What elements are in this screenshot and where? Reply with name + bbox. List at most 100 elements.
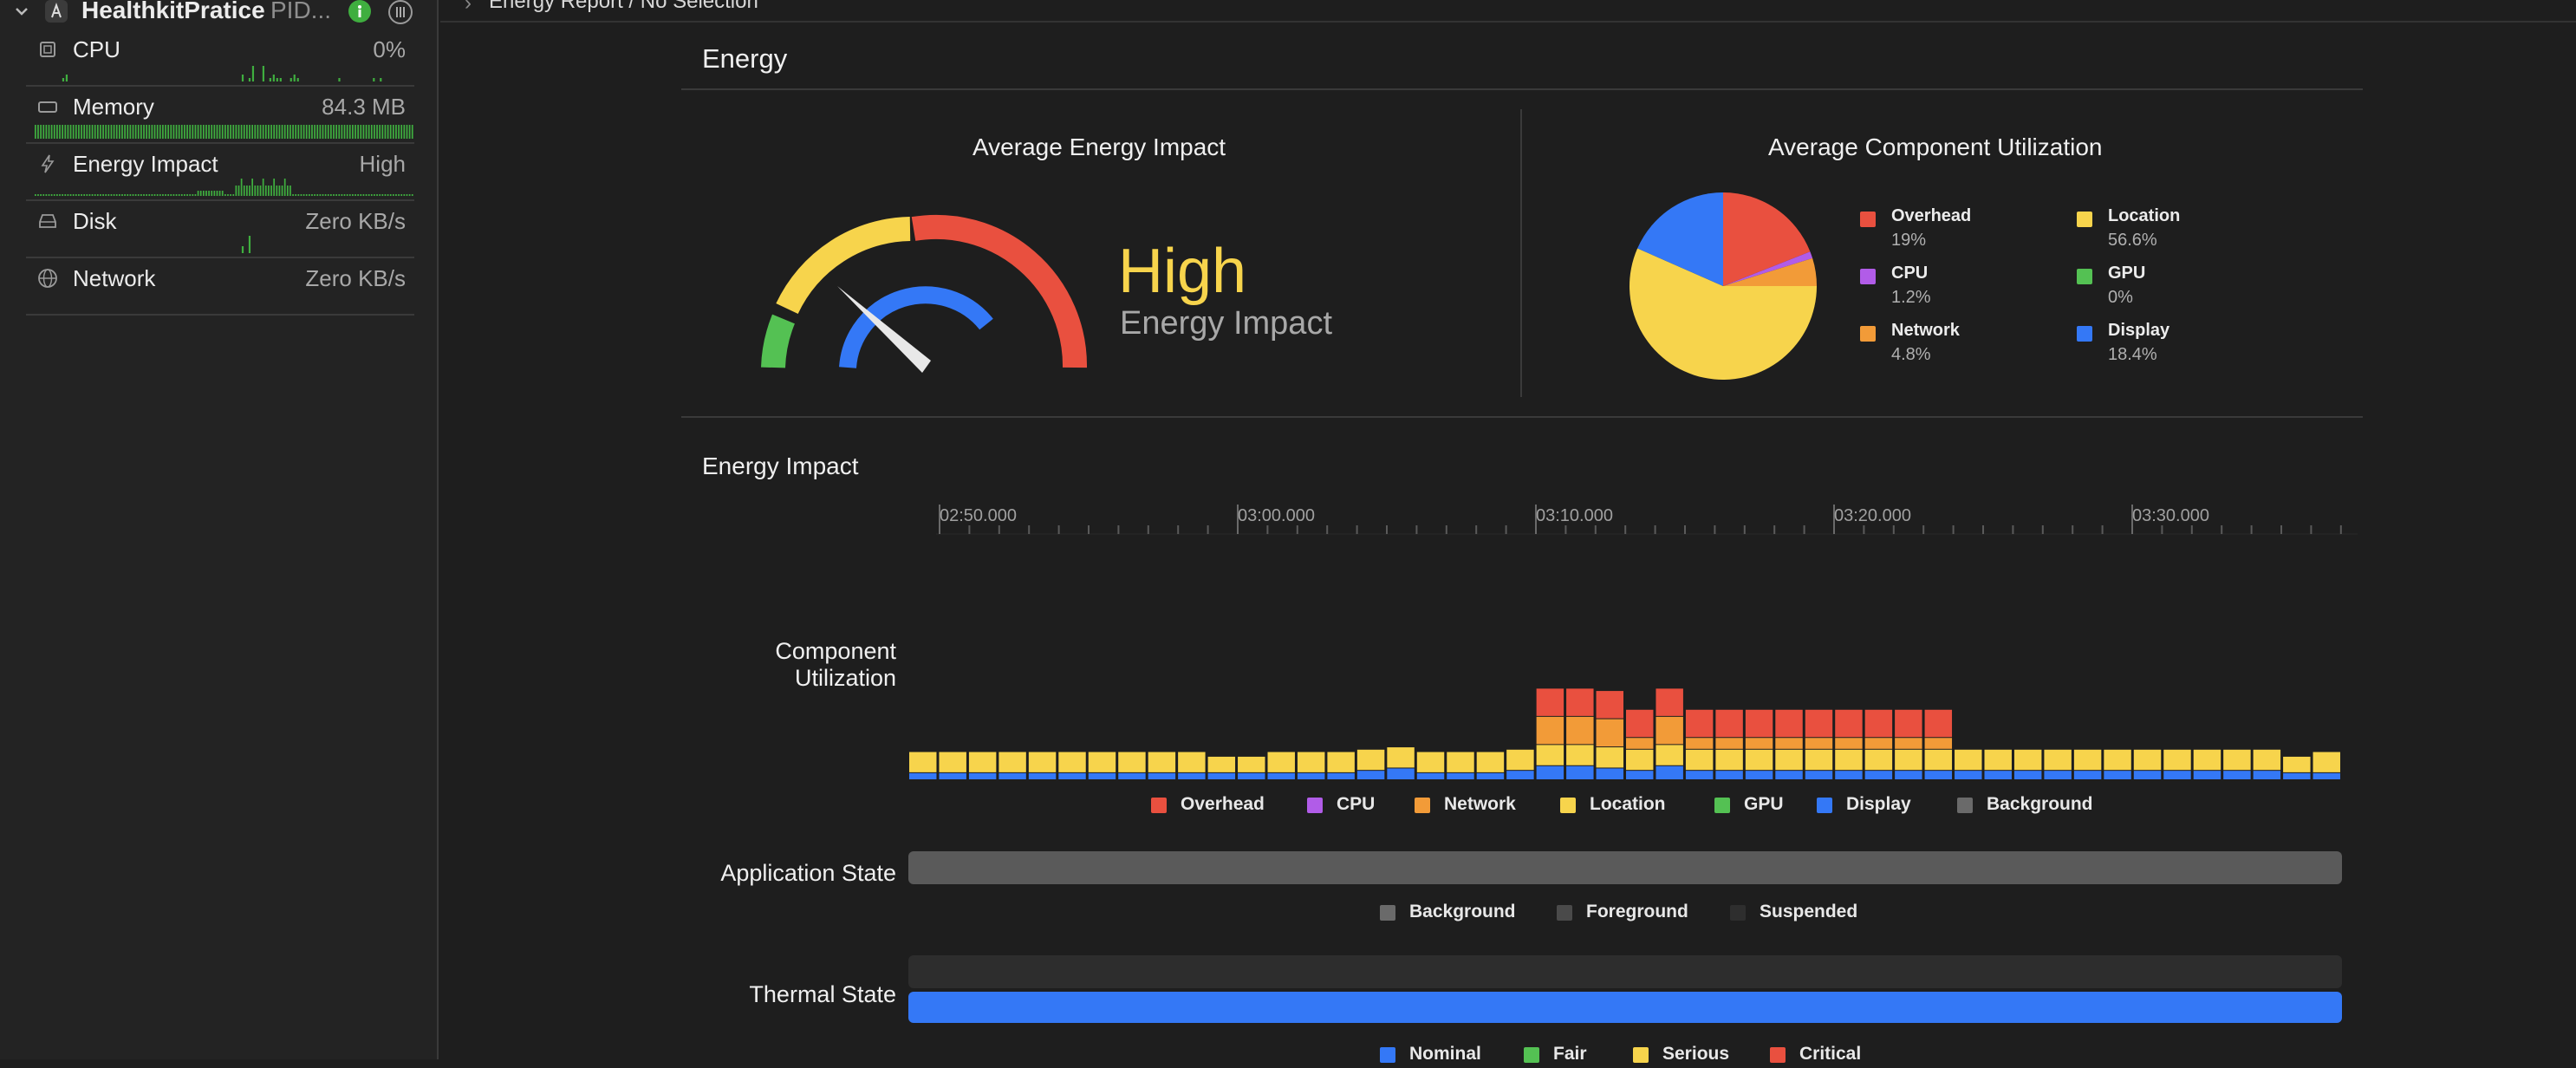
bar-location	[1148, 752, 1176, 772]
gauge-label: Disk	[73, 208, 117, 234]
gauge-network[interactable]: Network Zero KB/s	[26, 257, 414, 316]
bar-overhead	[1924, 709, 1953, 738]
legend-swatch	[1557, 905, 1572, 921]
sparkline-bar	[327, 125, 329, 139]
sparkline-bar	[246, 186, 248, 196]
bar-location	[2253, 749, 2281, 771]
legend-swatch	[1307, 798, 1323, 813]
legend-text: Network	[1444, 794, 1516, 814]
info-icon[interactable]	[348, 0, 371, 23]
sparkline-bar	[146, 125, 147, 139]
gauge-disk[interactable]: Disk Zero KB/s	[26, 199, 414, 258]
legend-swatch	[1524, 1047, 1539, 1063]
bar-display	[909, 772, 937, 779]
sparkline-bar	[65, 75, 68, 81]
bar-overhead	[1536, 688, 1564, 716]
sparkline-bar	[268, 125, 270, 139]
sparkline-bar	[341, 194, 343, 196]
sparkline-bar	[243, 186, 245, 196]
sparkline-bar	[94, 125, 96, 139]
sparkline-bar	[362, 125, 365, 139]
sparkline-bar	[42, 194, 45, 196]
sparkline-bar	[96, 194, 99, 196]
sparkline-bar	[75, 125, 77, 139]
sparkline-bar	[355, 194, 356, 196]
energy-impact-gauge	[761, 214, 1088, 373]
bar-display	[1745, 771, 1773, 779]
bar-location	[1984, 749, 2012, 771]
sparkline-bar	[251, 125, 254, 139]
gauge-memory[interactable]: Memory 84.3 MB	[26, 85, 414, 144]
sparkline-bar	[243, 125, 245, 139]
sparkline-bar	[370, 194, 373, 196]
component-utilization-chart[interactable]	[908, 668, 2342, 780]
sparkline-bar	[374, 125, 375, 139]
legend-swatch	[1730, 905, 1746, 921]
timeline-ruler[interactable]	[936, 501, 2358, 536]
thermal-state-track[interactable]	[908, 992, 2342, 1023]
sparkline-bar	[50, 125, 53, 139]
sparkline-bar	[94, 194, 96, 196]
sparkline-bar	[170, 194, 172, 196]
gauge-energy-impact[interactable]: Energy Impact High	[26, 142, 414, 201]
sparkline-bar	[362, 194, 365, 196]
breadcrumb-path[interactable]: Energy Report / No Selection	[489, 0, 758, 13]
sparkline-bar	[227, 194, 229, 196]
sparkline-bar	[408, 125, 411, 139]
sparkline-bar	[205, 125, 207, 139]
sparkline-bar	[83, 194, 86, 196]
sparkline-bar	[124, 194, 126, 196]
legend-swatch	[1380, 905, 1395, 921]
sparkline-bar	[100, 194, 101, 196]
legend-swatch	[1770, 1047, 1786, 1063]
bar-location	[939, 752, 966, 772]
sparkline-bar	[324, 125, 327, 139]
pie-slice-display	[1637, 192, 1723, 286]
bar-display	[1536, 765, 1564, 779]
legend-swatch	[1957, 798, 1973, 813]
sparkline-bar	[327, 194, 329, 196]
sparkline-bar	[380, 78, 382, 81]
chevron-right-icon: ›	[465, 0, 472, 15]
process-pid: PID...	[270, 0, 332, 23]
bar-network	[1805, 738, 1833, 749]
sparkline-bar	[365, 194, 368, 196]
sparkline-bar	[81, 125, 82, 139]
bar-display	[1178, 772, 1206, 779]
legend-text: Fair	[1553, 1044, 1587, 1064]
sparkline-bar	[69, 125, 72, 139]
pause-icon[interactable]	[388, 0, 413, 24]
sparkline-bar	[293, 75, 296, 81]
sparkline-bar	[165, 125, 166, 139]
app-state-track[interactable]	[908, 851, 2342, 884]
process-header[interactable]: HealthkitPratice PID...	[9, 0, 425, 24]
page-title: Energy	[702, 43, 788, 74]
gauge-cpu[interactable]: CPU 0%	[26, 28, 414, 87]
bar-location	[1088, 752, 1116, 772]
sparkline-bar	[302, 125, 305, 139]
sparkline-bar	[178, 194, 180, 196]
sparkline-bar	[308, 194, 310, 196]
sparkline-bar	[249, 125, 250, 139]
pie-slice-location	[1630, 248, 1817, 381]
sparkline-bar	[151, 125, 153, 139]
sparkline-bar	[100, 125, 101, 139]
bar-location	[1267, 752, 1295, 772]
sparkline-bar	[330, 125, 332, 139]
chevron-down-icon[interactable]	[14, 3, 29, 19]
gauge-label: Memory	[73, 94, 154, 120]
sparkline-bar	[189, 125, 192, 139]
sparkline-bar	[127, 125, 129, 139]
sparkline-bar	[197, 191, 199, 196]
sparkline-bar	[156, 194, 159, 196]
legend-swatch	[1817, 798, 1832, 813]
sparkline-bar	[248, 236, 251, 253]
sparkline-bar	[381, 125, 384, 139]
bar-display	[2283, 772, 2311, 779]
bar-location	[1745, 749, 1773, 771]
sparkline-bar	[232, 125, 235, 139]
sparkline-bar	[59, 194, 61, 196]
bar-location	[2044, 749, 2072, 771]
bar-network	[1566, 716, 1594, 745]
sparkline-bar	[81, 194, 82, 196]
